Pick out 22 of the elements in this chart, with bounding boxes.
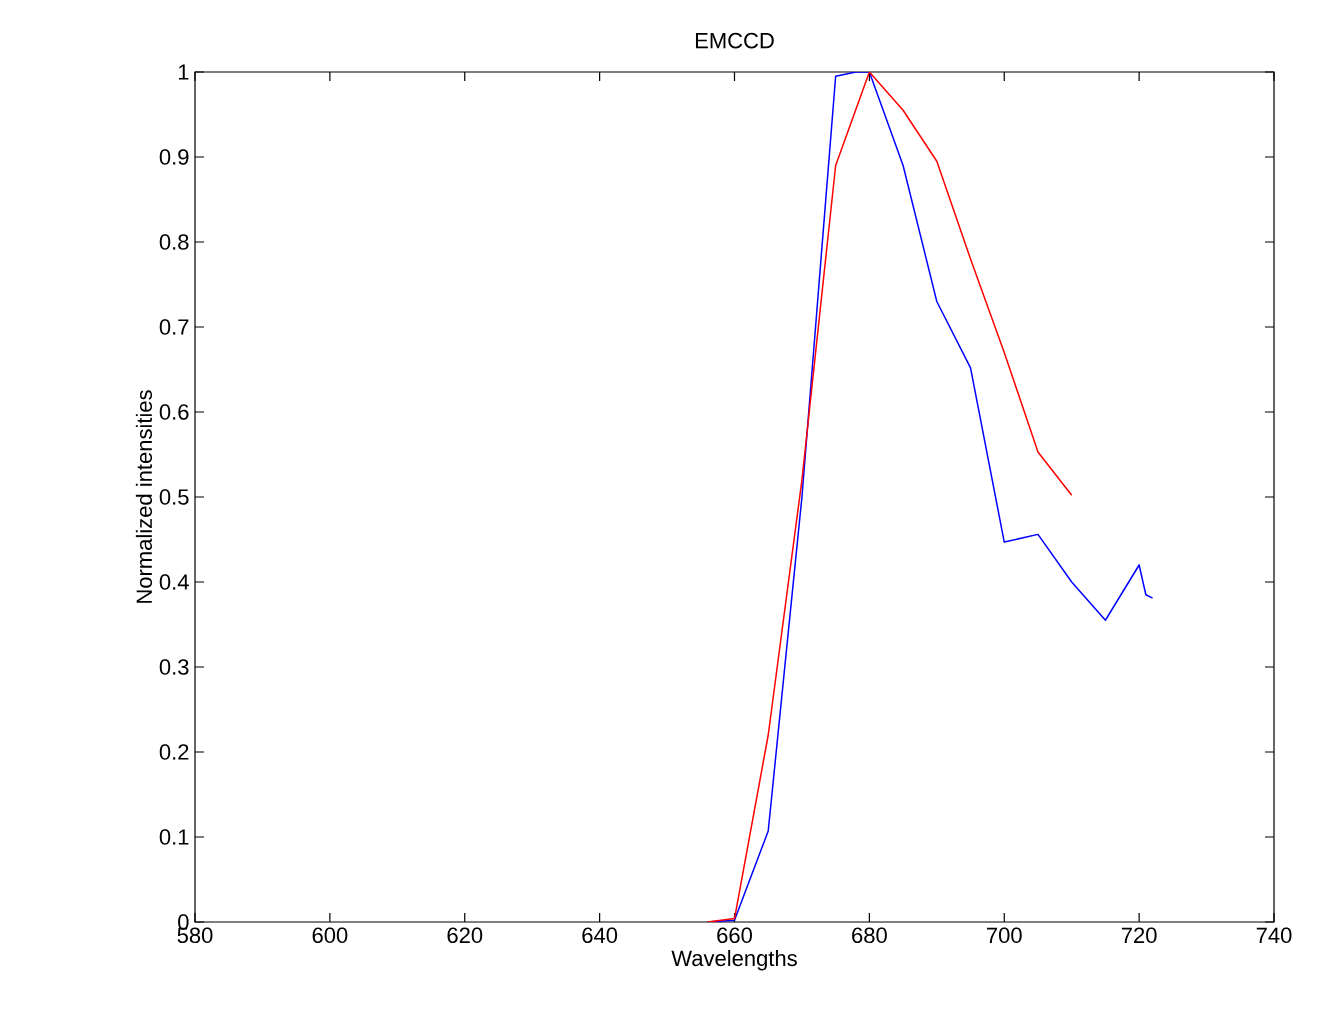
y-tick-label: 0.3 — [159, 659, 189, 675]
y-tick-label: 0.4 — [159, 574, 189, 590]
y-tick-label: 0.7 — [159, 319, 189, 335]
x-tick-label: 640 — [582, 927, 618, 944]
y-tick-label: 0.8 — [159, 234, 189, 250]
x-tick-label: 680 — [852, 927, 887, 944]
x-tick-label: 720 — [1121, 927, 1157, 944]
y-axis-title: Normalized intensities — [135, 390, 153, 603]
chart-title: EMCCD — [695, 32, 774, 49]
y-tick-label: 0.1 — [159, 829, 189, 845]
y-tick-label: 0.2 — [159, 744, 189, 760]
x-tick-label: 740 — [1256, 927, 1292, 944]
y-tick-label: 1 — [178, 64, 189, 80]
y-tick-label: 0.5 — [159, 489, 189, 505]
line-series — [706, 71, 1073, 922]
x-tick-label: 620 — [447, 927, 483, 944]
y-tick-label: 0.6 — [159, 404, 189, 420]
x-tick-label: 700 — [987, 927, 1022, 944]
x-axis-title: Wavelengths — [671, 949, 797, 971]
y-tick-label: 0.9 — [159, 149, 189, 165]
x-tick-label: 600 — [312, 927, 348, 944]
x-tick-label: 660 — [717, 927, 752, 944]
